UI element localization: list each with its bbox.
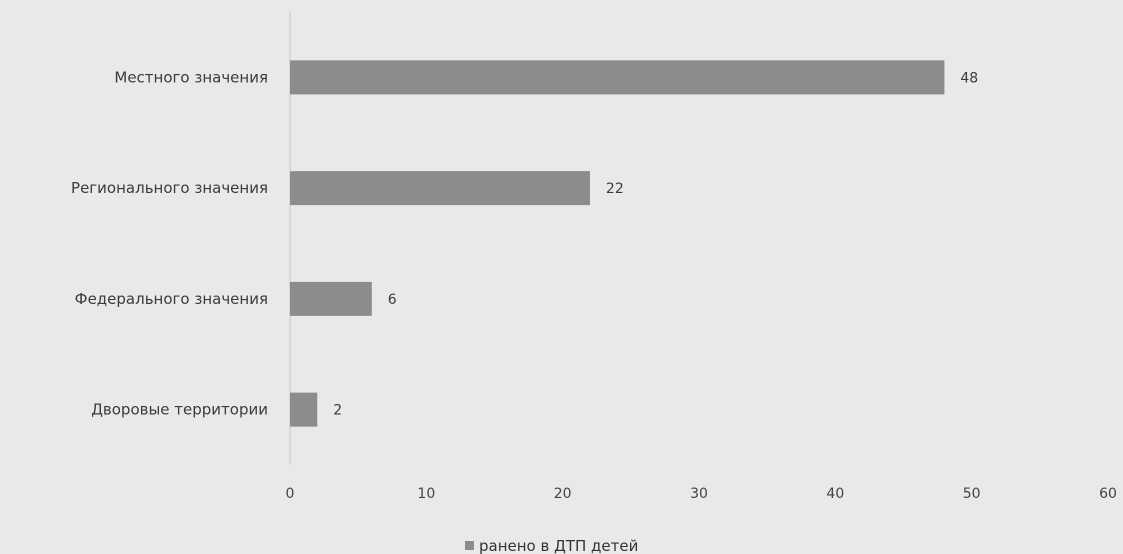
legend-label: ранено в ДТП детей	[479, 537, 638, 554]
x-axis-ticks: 0 10 20 30 40 50 60	[286, 486, 1117, 502]
x-tick-label-40: 40	[826, 486, 844, 502]
category-label-4: Дворовые территории	[91, 401, 268, 419]
data-label-2: 22	[606, 181, 624, 197]
legend: ранено в ДТП детей	[465, 537, 638, 554]
x-tick-label-60: 60	[1099, 486, 1117, 502]
category-label-1: Местного значения	[114, 68, 268, 86]
x-tick-label-10: 10	[417, 486, 435, 502]
data-label-1: 48	[960, 70, 978, 86]
data-label-3: 6	[388, 292, 397, 308]
bar-1	[290, 60, 945, 95]
data-label-4: 2	[333, 403, 342, 419]
x-tick-label-30: 30	[690, 486, 708, 502]
category-label-3: Федерального значения	[75, 290, 268, 308]
x-tick-label-50: 50	[963, 486, 981, 502]
category-label-2: Регионального значения	[71, 179, 268, 197]
x-tick-label-20: 20	[554, 486, 572, 502]
data-labels: 48 22 6 2	[333, 70, 978, 418]
legend-swatch	[465, 541, 474, 550]
category-labels: Местного значения Регионального значения Ф…	[71, 68, 268, 418]
bars-group	[290, 60, 945, 427]
bar-4	[290, 392, 318, 427]
bar-3	[290, 281, 372, 316]
bar-2	[290, 171, 590, 206]
x-tick-label-0: 0	[286, 486, 295, 502]
